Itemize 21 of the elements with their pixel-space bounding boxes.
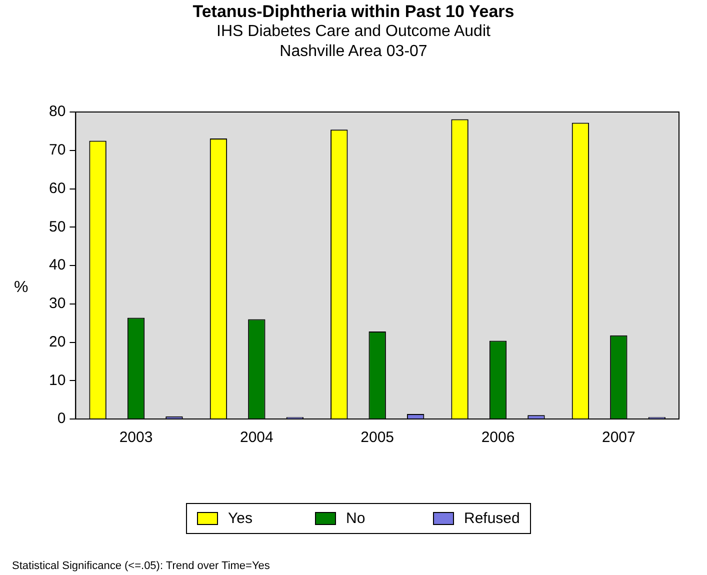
x-tick-label: 2003 — [119, 429, 153, 446]
x-tick-label: 2006 — [481, 429, 515, 446]
y-tick-label: 0 — [57, 410, 66, 428]
y-tick-label: 80 — [48, 103, 66, 120]
y-tick-label: 50 — [48, 218, 66, 236]
x-tick-label: 2004 — [240, 429, 274, 446]
chart-subtitle: IHS Diabetes Care and Outcome Audit Nashville Area 03-07 — [216, 22, 492, 62]
text: Statistical Significance (<=.05): Trend over Time=Yes — [12, 560, 270, 572]
y-tick-label: 70 — [48, 142, 66, 159]
y-axis-title: % — [14, 279, 28, 297]
legend-label: Yes — [228, 510, 252, 527]
legend-label: Refused — [464, 510, 520, 527]
y-tick-label: 20 — [48, 333, 66, 350]
y-tick-label: 40 — [48, 256, 66, 274]
x-tick-label: 2007 — [602, 429, 636, 446]
y-tick-label: 30 — [48, 295, 66, 312]
legend-label: No — [346, 510, 366, 527]
chart-title: Tetanus-Diphtheria within Past 10 Years — [192, 2, 516, 22]
x-tick-label: 2005 — [360, 429, 394, 446]
y-tick-label: 10 — [48, 372, 66, 389]
y-tick-label: 60 — [48, 180, 66, 197]
